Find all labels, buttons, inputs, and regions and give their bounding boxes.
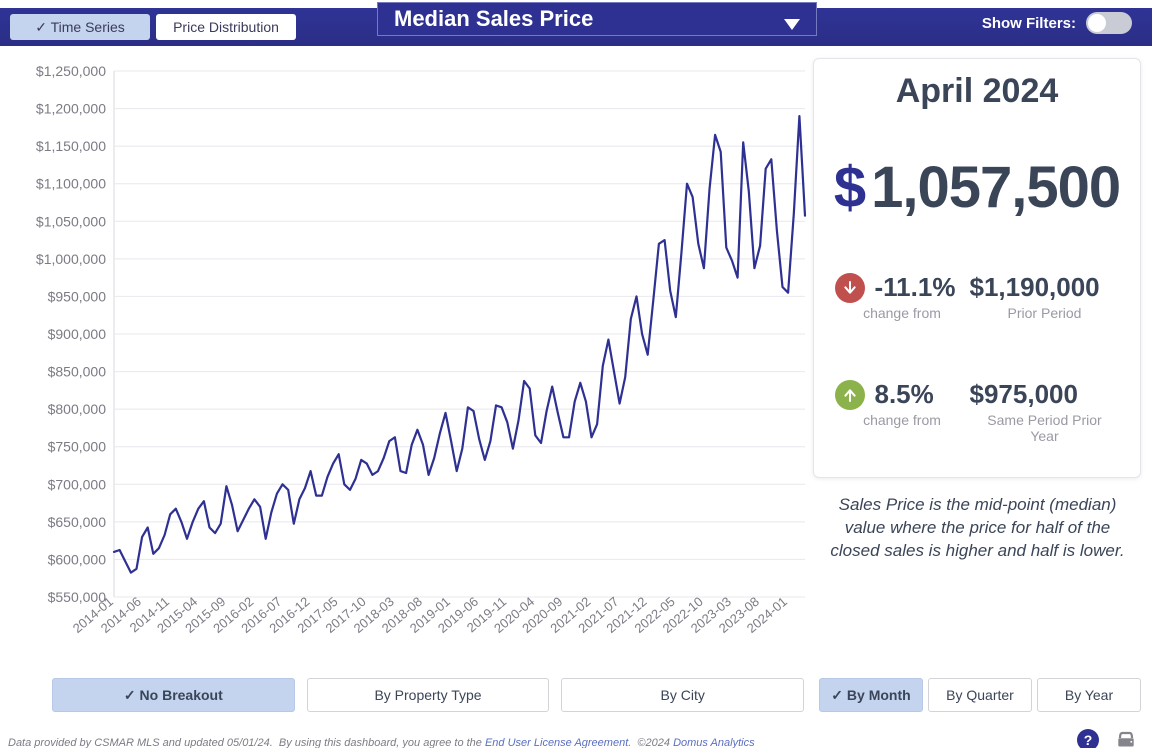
svg-text:$1,250,000: $1,250,000 — [36, 63, 106, 79]
svg-text:$1,000,000: $1,000,000 — [36, 251, 106, 267]
svg-text:$1,100,000: $1,100,000 — [36, 176, 106, 192]
svg-text:$750,000: $750,000 — [48, 439, 107, 455]
svg-text:$600,000: $600,000 — [48, 551, 107, 567]
svg-text:$1,150,000: $1,150,000 — [36, 138, 106, 154]
svg-text:$1,050,000: $1,050,000 — [36, 213, 106, 229]
svg-text:$900,000: $900,000 — [48, 326, 107, 342]
svg-text:$800,000: $800,000 — [48, 401, 107, 417]
svg-text:$850,000: $850,000 — [48, 364, 107, 380]
svg-text:$1,200,000: $1,200,000 — [36, 101, 106, 117]
svg-text:$700,000: $700,000 — [48, 476, 107, 492]
svg-text:?: ? — [1084, 732, 1093, 748]
svg-text:$950,000: $950,000 — [48, 288, 107, 304]
svg-text:$650,000: $650,000 — [48, 514, 107, 530]
